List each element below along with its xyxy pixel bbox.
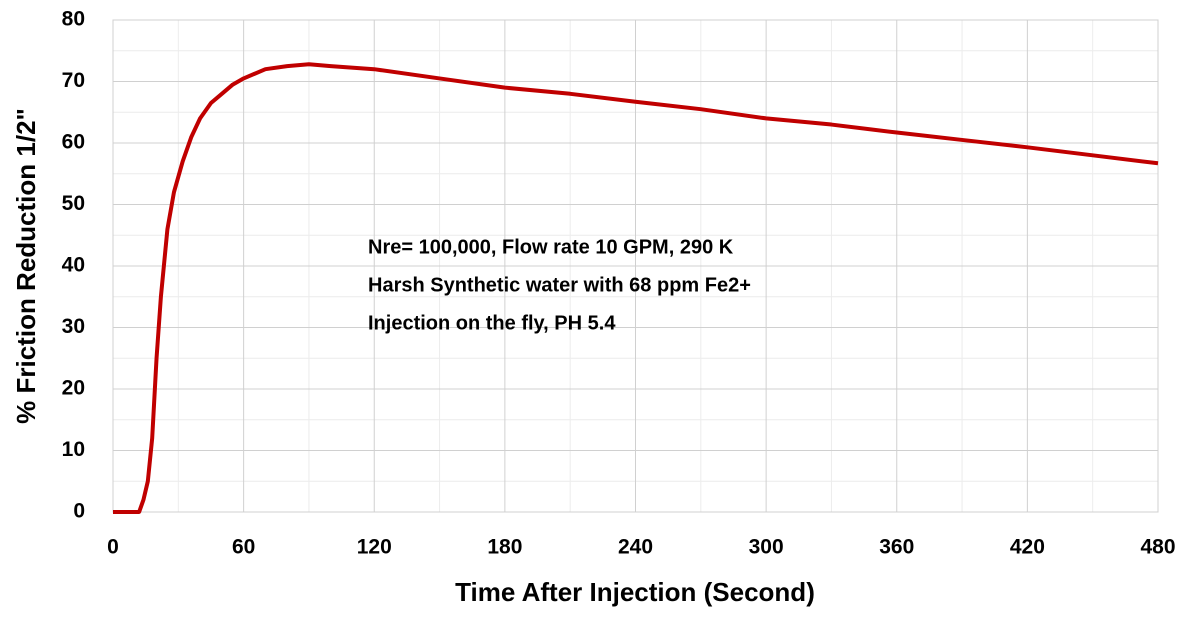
x-tick-label: 180 — [487, 536, 522, 559]
x-tick-label: 420 — [1010, 536, 1045, 559]
x-tick-label: 240 — [618, 536, 653, 559]
y-tick-label: 70 — [62, 69, 85, 92]
data-line — [113, 62, 1159, 514]
x-tick-label: 120 — [357, 536, 392, 559]
annotation: Injection on the fly, PH 5.4 — [368, 312, 616, 334]
plot-border — [112, 19, 1159, 513]
y-tick-label: 60 — [62, 131, 85, 154]
y-tick-label: 80 — [62, 8, 85, 31]
y-tick-label: 30 — [62, 315, 85, 338]
y-axis-title: % Friction Reduction 1/2" — [11, 108, 41, 424]
x-axis-title: Time After Injection (Second) — [455, 577, 815, 607]
y-tick-label: 20 — [62, 377, 85, 400]
y-tick-label: 0 — [73, 500, 85, 523]
x-tick-label: 60 — [232, 536, 255, 559]
x-tick-label: 480 — [1140, 536, 1175, 559]
y-tick-label: 40 — [62, 254, 85, 277]
y-tick-label: 10 — [62, 438, 85, 461]
x-tick-label: 0 — [107, 536, 119, 559]
x-tick-label: 360 — [879, 536, 914, 559]
annotation: Nre= 100,000, Flow rate 10 GPM, 290 K — [368, 236, 734, 258]
annotation: Harsh Synthetic water with 68 ppm Fe2+ — [368, 274, 751, 296]
y-tick-label: 50 — [62, 192, 85, 215]
x-tick-label: 300 — [749, 536, 784, 559]
